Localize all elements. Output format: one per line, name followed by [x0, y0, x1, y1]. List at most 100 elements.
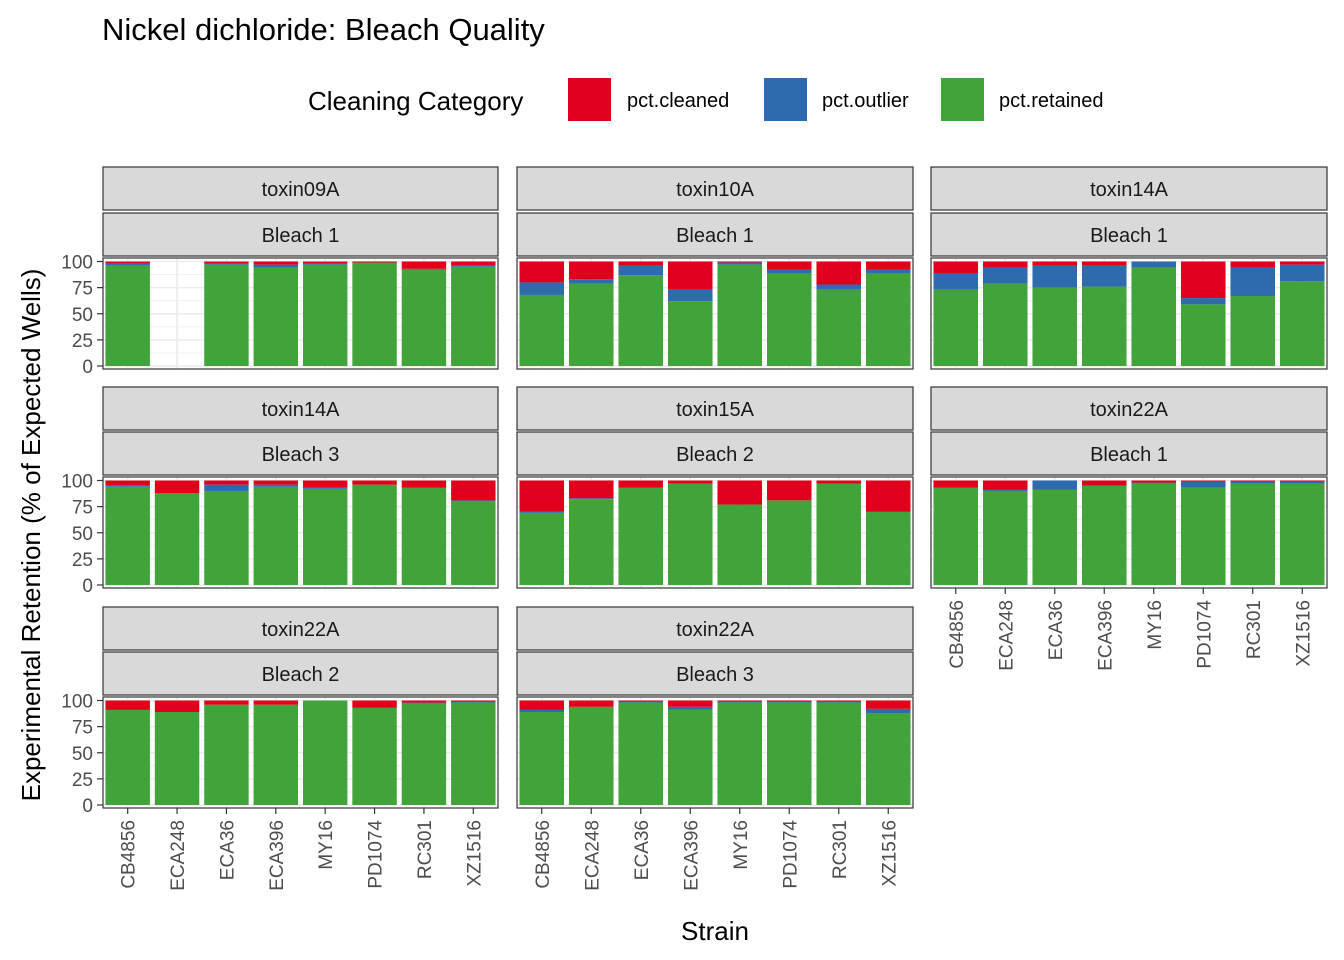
facet-strip-bleach-label: Bleach 2: [676, 444, 754, 466]
bar-segment-RC301-cleaned: [1230, 261, 1276, 268]
facet-strip-bleach-label: Bleach 1: [1090, 225, 1168, 247]
bar-segment-XZ1516-retained: [451, 266, 496, 366]
facet-strip-bleach-label: Bleach 2: [262, 664, 340, 686]
bar-segment-ECA248-cleaned: [568, 700, 614, 707]
y-tick-label: 0: [82, 576, 93, 597]
bar-segment-ECA248-retained: [982, 490, 1028, 585]
bar-segment-ECA36-retained: [1032, 287, 1078, 366]
bar-segment-RC301-outlier: [816, 284, 862, 290]
bar-segment-RC301-retained: [401, 487, 447, 585]
bar-segment-CB4856-retained: [933, 289, 979, 366]
bar-segment-CB4856-outlier: [519, 511, 565, 513]
facet-strip-toxin-label: toxin14A: [262, 399, 340, 421]
bar-segment-ECA36-retained: [618, 487, 664, 585]
facet-strip-bleach-label: Bleach 1: [676, 225, 754, 247]
bar-segment-XZ1516-retained: [1279, 281, 1325, 366]
x-tick-label-PD1074: PD1074: [780, 820, 801, 889]
bar-segment-PD1074-outlier: [766, 701, 812, 703]
bar-segment-MY16-cleaned: [302, 261, 348, 264]
x-tick-label-ECA396: ECA396: [1095, 600, 1116, 671]
bar-segment-ECA36-cleaned: [204, 480, 249, 485]
bar-segment-MY16-outlier: [302, 263, 348, 265]
y-tick-label: 25: [72, 331, 93, 352]
y-tick-label: 100: [61, 253, 93, 274]
bar-segment-CB4856-retained: [519, 711, 565, 805]
legend-key-outlier: [764, 78, 807, 121]
x-tick-label-XZ1516: XZ1516: [1293, 600, 1314, 667]
bar-segment-CB4856-cleaned: [933, 261, 979, 273]
x-tick-label-CB4856: CB4856: [533, 820, 554, 889]
bar-segment-MY16-outlier: [717, 262, 763, 265]
bar-segment-RC301-cleaned: [401, 700, 447, 703]
bar-segment-PD1074-cleaned: [352, 480, 397, 485]
x-tick-label-ECA248: ECA248: [168, 820, 189, 891]
bar-segment-ECA396-retained: [1081, 485, 1127, 585]
bar-segment-RC301-retained: [401, 269, 447, 366]
y-tick-label: 25: [72, 550, 93, 571]
bar-segment-ECA396-cleaned: [667, 700, 713, 707]
bar-segment-RC301-outlier: [401, 702, 447, 704]
bar-segment-ECA36-cleaned: [204, 700, 249, 705]
bar-segment-ECA36-retained: [204, 490, 249, 585]
bar-segment-ECA396-outlier: [253, 484, 299, 487]
y-tick-label: 50: [72, 524, 93, 545]
x-tick-label-RC301: RC301: [1244, 600, 1265, 659]
bar-segment-ECA396-retained: [253, 704, 299, 805]
facet-strip-toxin: [102, 606, 499, 651]
x-tick-label-ECA248: ECA248: [996, 600, 1017, 671]
x-tick-label-ECA36: ECA36: [217, 820, 238, 880]
bar-segment-PD1074-cleaned: [1180, 261, 1226, 299]
facet-strip-toxin-label: toxin15A: [676, 399, 754, 421]
panel-border: [516, 696, 914, 809]
bar-segment-ECA248-cleaned: [154, 480, 200, 494]
bar-segment-ECA396-retained: [253, 486, 299, 585]
bar-segment-ECA248-retained: [982, 283, 1028, 366]
bar-segment-CB4856-retained: [105, 486, 150, 585]
bar-segment-ECA36-cleaned: [618, 480, 664, 488]
bar-segment-ECA36-outlier: [204, 484, 249, 491]
bar-segment-ECA396-retained: [667, 483, 713, 585]
facet-strip-toxin: [930, 166, 1328, 211]
bar-segment-ECA36-outlier: [204, 263, 249, 265]
legend-title: Cleaning Category: [308, 86, 523, 116]
bar-segment-XZ1516-cleaned: [865, 480, 911, 512]
legend-label-outlier: pct.outlier: [822, 90, 909, 112]
panel-border: [930, 257, 1328, 370]
bar-segment-RC301-retained: [401, 703, 447, 805]
facet-panel-8: toxin22A Bleach 3 CB4856 ECA248 ECA36 ECA396 M…: [516, 606, 914, 891]
x-tick-label-PD1074: PD1074: [1194, 600, 1215, 669]
facet-strip-toxin-label: toxin22A: [262, 619, 340, 641]
facet-strip-toxin: [516, 386, 914, 431]
y-axis-title: Experimental Retention (% of Expected We…: [16, 269, 46, 802]
bar-segment-RC301-retained: [1230, 483, 1276, 585]
bar-segment-MY16-retained: [717, 504, 763, 585]
bar-segment-MY16-outlier: [1131, 261, 1177, 268]
x-tick-label-RC301: RC301: [415, 820, 436, 879]
bar-segment-CB4856-retained: [933, 487, 979, 585]
bar-segment-ECA36-outlier: [618, 265, 664, 276]
bar-segment-RC301-cleaned: [816, 261, 862, 285]
bar-segment-MY16-retained: [302, 264, 348, 366]
bar-segment-ECA396-retained: [1081, 286, 1127, 366]
facet-panel-2: toxin10A Bleach 1: [516, 166, 914, 370]
bar-segment-CB4856-cleaned: [519, 700, 565, 710]
facet-strip-bleach: [516, 651, 914, 696]
bar-segment-MY16-cleaned: [717, 700, 763, 702]
bar-segment-ECA36-outlier: [1032, 265, 1078, 288]
bar-segment-MY16-outlier: [717, 701, 763, 703]
x-tick-label-ECA396: ECA396: [681, 820, 702, 891]
bar-segment-ECA248-cleaned: [982, 480, 1028, 490]
facet-strip-bleach: [930, 431, 1328, 476]
bar-segment-ECA248-retained: [568, 499, 614, 585]
bar-segment-ECA396-cleaned: [253, 261, 299, 265]
facet-panel-5: toxin15A Bleach 2: [516, 386, 914, 589]
x-tick-label-MY16: MY16: [316, 820, 337, 870]
y-tick-label: 25: [72, 770, 93, 791]
bar-segment-ECA396-retained: [667, 301, 713, 366]
bar-segment-ECA36-outlier: [618, 701, 664, 703]
bar-segment-CB4856-outlier: [933, 272, 979, 290]
y-tick-label: 0: [82, 796, 93, 817]
bar-segment-XZ1516-retained: [865, 713, 911, 805]
bar-segment-RC301-retained: [1230, 295, 1276, 366]
facet-strip-bleach-label: Bleach 3: [676, 664, 754, 686]
